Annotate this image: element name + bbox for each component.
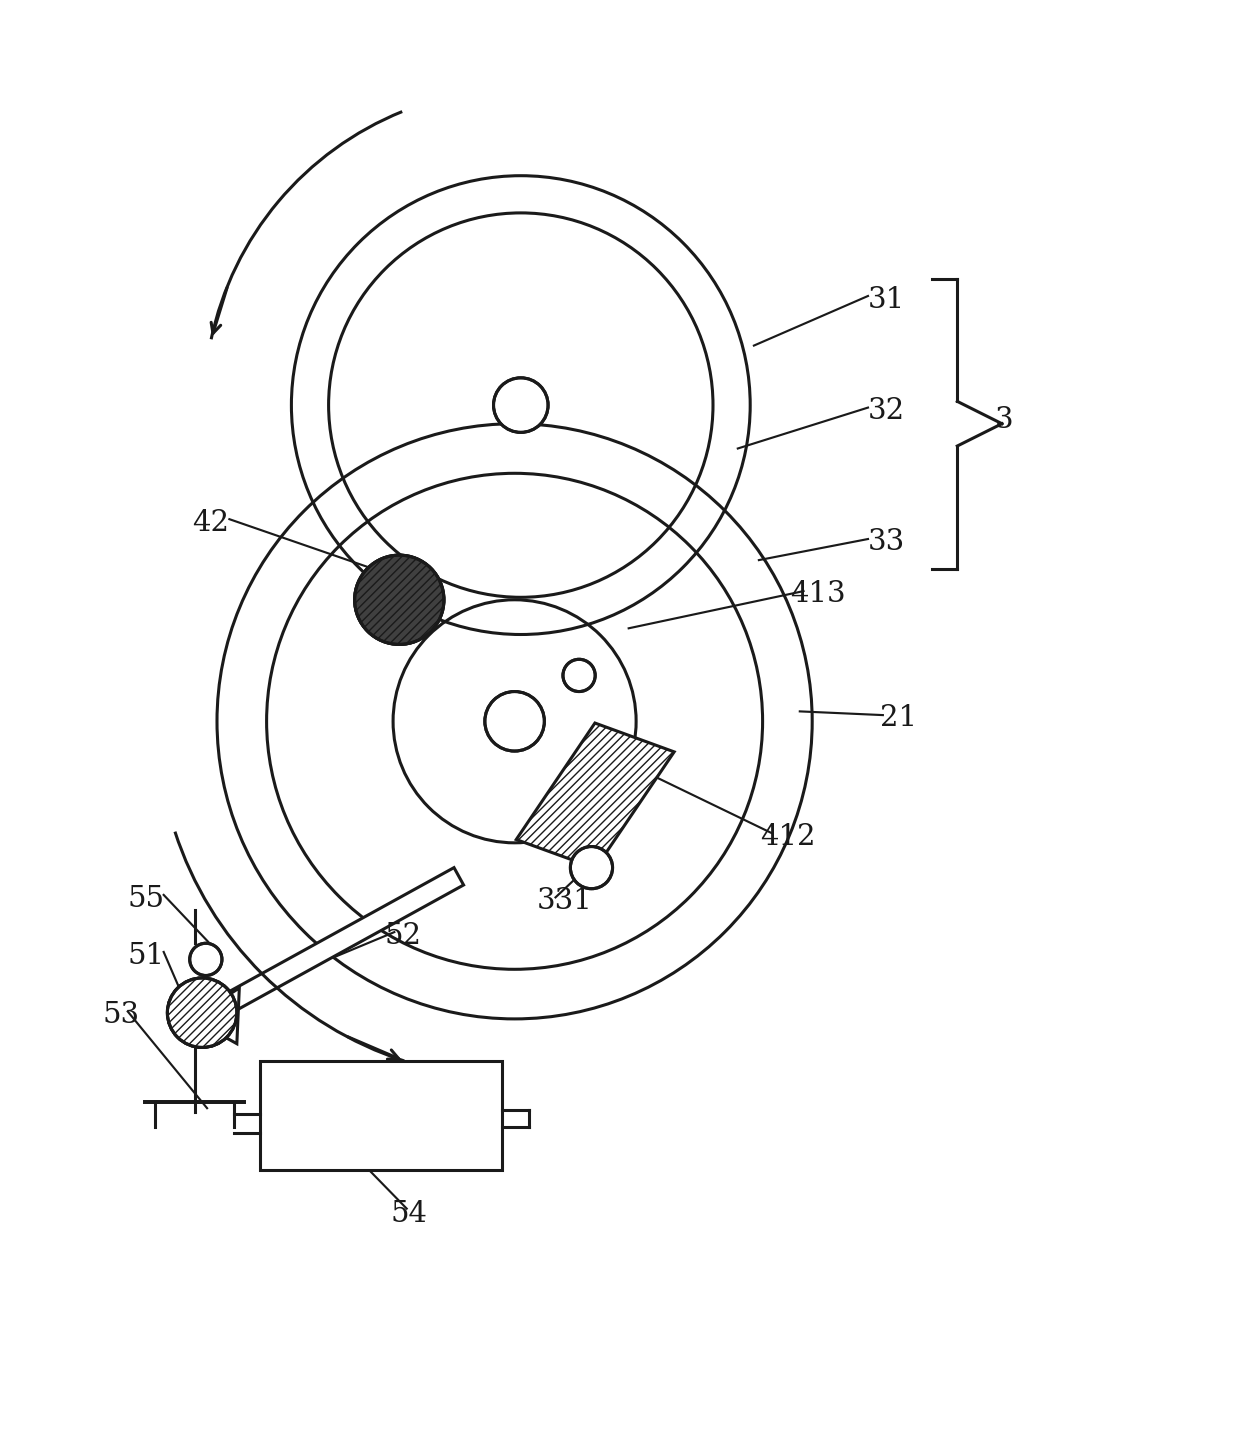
Text: 53: 53	[103, 1001, 140, 1029]
Text: 51: 51	[128, 941, 165, 969]
Text: 413: 413	[791, 579, 846, 608]
Text: 52: 52	[384, 922, 422, 950]
Circle shape	[167, 978, 237, 1048]
Circle shape	[485, 691, 544, 751]
Circle shape	[570, 847, 613, 889]
Polygon shape	[192, 988, 239, 1043]
Text: 21: 21	[880, 704, 918, 732]
Text: 3: 3	[994, 406, 1014, 434]
Circle shape	[494, 378, 548, 432]
Circle shape	[563, 659, 595, 691]
Text: 412: 412	[760, 822, 815, 851]
Text: 331: 331	[537, 888, 591, 915]
Polygon shape	[224, 867, 464, 1011]
Circle shape	[355, 556, 444, 645]
Text: 54: 54	[391, 1199, 428, 1228]
Text: 42: 42	[192, 509, 229, 537]
Text: 32: 32	[868, 397, 905, 425]
Polygon shape	[516, 723, 675, 869]
Text: 31: 31	[868, 285, 905, 314]
Bar	[260, 1061, 502, 1170]
Circle shape	[355, 556, 444, 645]
Text: 55: 55	[128, 885, 165, 912]
Text: 33: 33	[868, 528, 905, 556]
Circle shape	[167, 978, 237, 1048]
Circle shape	[190, 943, 222, 975]
